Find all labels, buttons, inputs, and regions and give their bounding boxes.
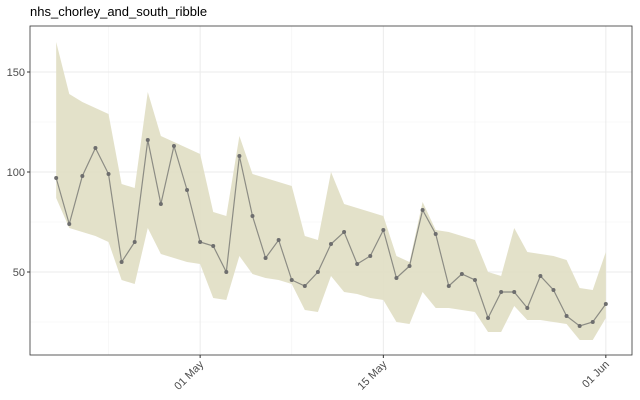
data-point bbox=[93, 146, 98, 150]
data-point bbox=[525, 306, 530, 310]
data-point bbox=[472, 278, 477, 282]
data-point bbox=[250, 214, 255, 218]
data-point bbox=[54, 176, 59, 180]
y-tick-label: 50 bbox=[13, 267, 25, 279]
data-point bbox=[289, 278, 294, 282]
data-point bbox=[329, 242, 333, 246]
x-tick-label: 15 May bbox=[355, 358, 389, 392]
data-point bbox=[394, 276, 399, 280]
data-point bbox=[80, 174, 85, 178]
data-point bbox=[185, 188, 190, 192]
data-point bbox=[276, 238, 281, 242]
data-point bbox=[211, 244, 216, 248]
data-point bbox=[132, 240, 137, 244]
data-point bbox=[145, 138, 150, 142]
y-tick-label: 150 bbox=[7, 67, 25, 79]
x-tick-label: 01 May bbox=[172, 358, 206, 392]
data-point bbox=[224, 270, 229, 274]
data-point bbox=[420, 208, 425, 212]
data-point bbox=[590, 320, 595, 324]
data-point bbox=[171, 144, 176, 148]
plot-border bbox=[29, 25, 633, 356]
data-point bbox=[577, 324, 582, 328]
data-point bbox=[158, 202, 163, 206]
data-point bbox=[315, 270, 320, 274]
data-point bbox=[407, 264, 412, 268]
data-point bbox=[459, 272, 464, 276]
data-point bbox=[486, 316, 491, 320]
data-point bbox=[433, 232, 438, 236]
data-point bbox=[355, 262, 360, 266]
confidence-band bbox=[56, 42, 606, 340]
data-point bbox=[512, 290, 517, 294]
y-tick-label: 100 bbox=[7, 167, 25, 179]
data-point bbox=[106, 172, 111, 176]
data-point bbox=[381, 228, 386, 232]
data-point bbox=[198, 240, 203, 244]
data-point bbox=[302, 284, 307, 288]
data-point bbox=[119, 260, 124, 264]
data-point bbox=[446, 284, 451, 288]
data-point bbox=[237, 154, 242, 158]
data-point bbox=[67, 222, 72, 226]
chart-title: nhs_chorley_and_south_ribble bbox=[30, 4, 207, 19]
data-point bbox=[551, 288, 556, 292]
data-point bbox=[603, 302, 608, 306]
x-tick-label: 01 Jun bbox=[580, 359, 612, 391]
data-point bbox=[368, 254, 373, 258]
data-point bbox=[499, 290, 504, 294]
data-point bbox=[538, 274, 543, 278]
data-point bbox=[564, 314, 569, 318]
data-point bbox=[342, 230, 347, 234]
data-point bbox=[263, 256, 268, 260]
